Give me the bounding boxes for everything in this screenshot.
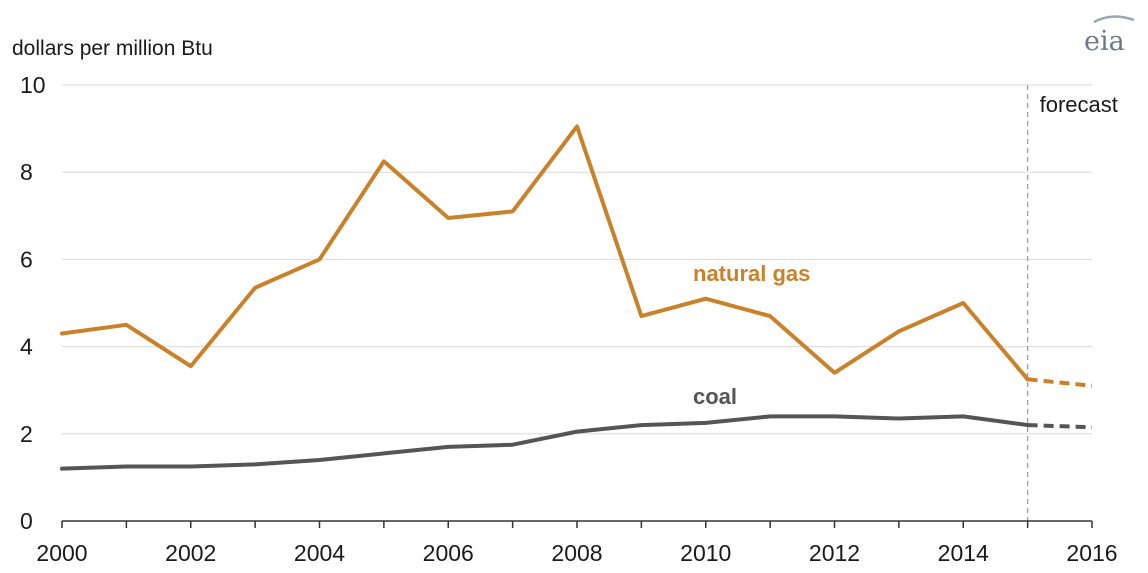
y-tick-label-2: 2 bbox=[20, 421, 33, 447]
y-tick-label-6: 6 bbox=[20, 246, 33, 272]
y-tick-label-4: 4 bbox=[20, 334, 33, 360]
series-label-coal: coal bbox=[693, 384, 737, 409]
logo-text: eia bbox=[1084, 26, 1125, 57]
x-tick-label-2016: 2016 bbox=[1066, 540, 1117, 566]
forecast-label: forecast bbox=[1040, 92, 1118, 117]
eia-logo: eia bbox=[1084, 15, 1135, 57]
series-forecast-line-natural_gas bbox=[1027, 377, 1093, 388]
x-tick-label-2002: 2002 bbox=[165, 540, 216, 566]
x-tick-label-2004: 2004 bbox=[294, 540, 345, 566]
series-line-coal bbox=[60, 414, 1030, 471]
series-labels: natural gas coal bbox=[693, 261, 810, 409]
series-line-natural_gas bbox=[60, 124, 1030, 382]
x-tick-label-2014: 2014 bbox=[938, 540, 989, 566]
x-tick-label-2008: 2008 bbox=[551, 540, 602, 566]
x-tick-label-2012: 2012 bbox=[809, 540, 860, 566]
x-tick-label-2006: 2006 bbox=[423, 540, 474, 566]
x-tick-label-2000: 2000 bbox=[36, 540, 87, 566]
logo-swoosh bbox=[1093, 15, 1135, 24]
series bbox=[60, 124, 1093, 471]
forecast-region: forecast bbox=[1027, 85, 1118, 521]
y-tick-label-8: 8 bbox=[20, 159, 33, 185]
series-label-natural-gas: natural gas bbox=[693, 261, 810, 286]
y-tick-label-0: 0 bbox=[20, 508, 33, 534]
y-tick-label-10: 10 bbox=[20, 72, 46, 98]
axes: 0 2 4 6 8 10 2000 2002 2004 2006 2008 2010 2012 2014 2… bbox=[20, 72, 1118, 566]
series-forecast-line-coal bbox=[1027, 423, 1093, 430]
grid bbox=[62, 84, 1092, 435]
y-axis-label: dollars per million Btu bbox=[12, 37, 213, 60]
x-tick-label-2010: 2010 bbox=[680, 540, 731, 566]
